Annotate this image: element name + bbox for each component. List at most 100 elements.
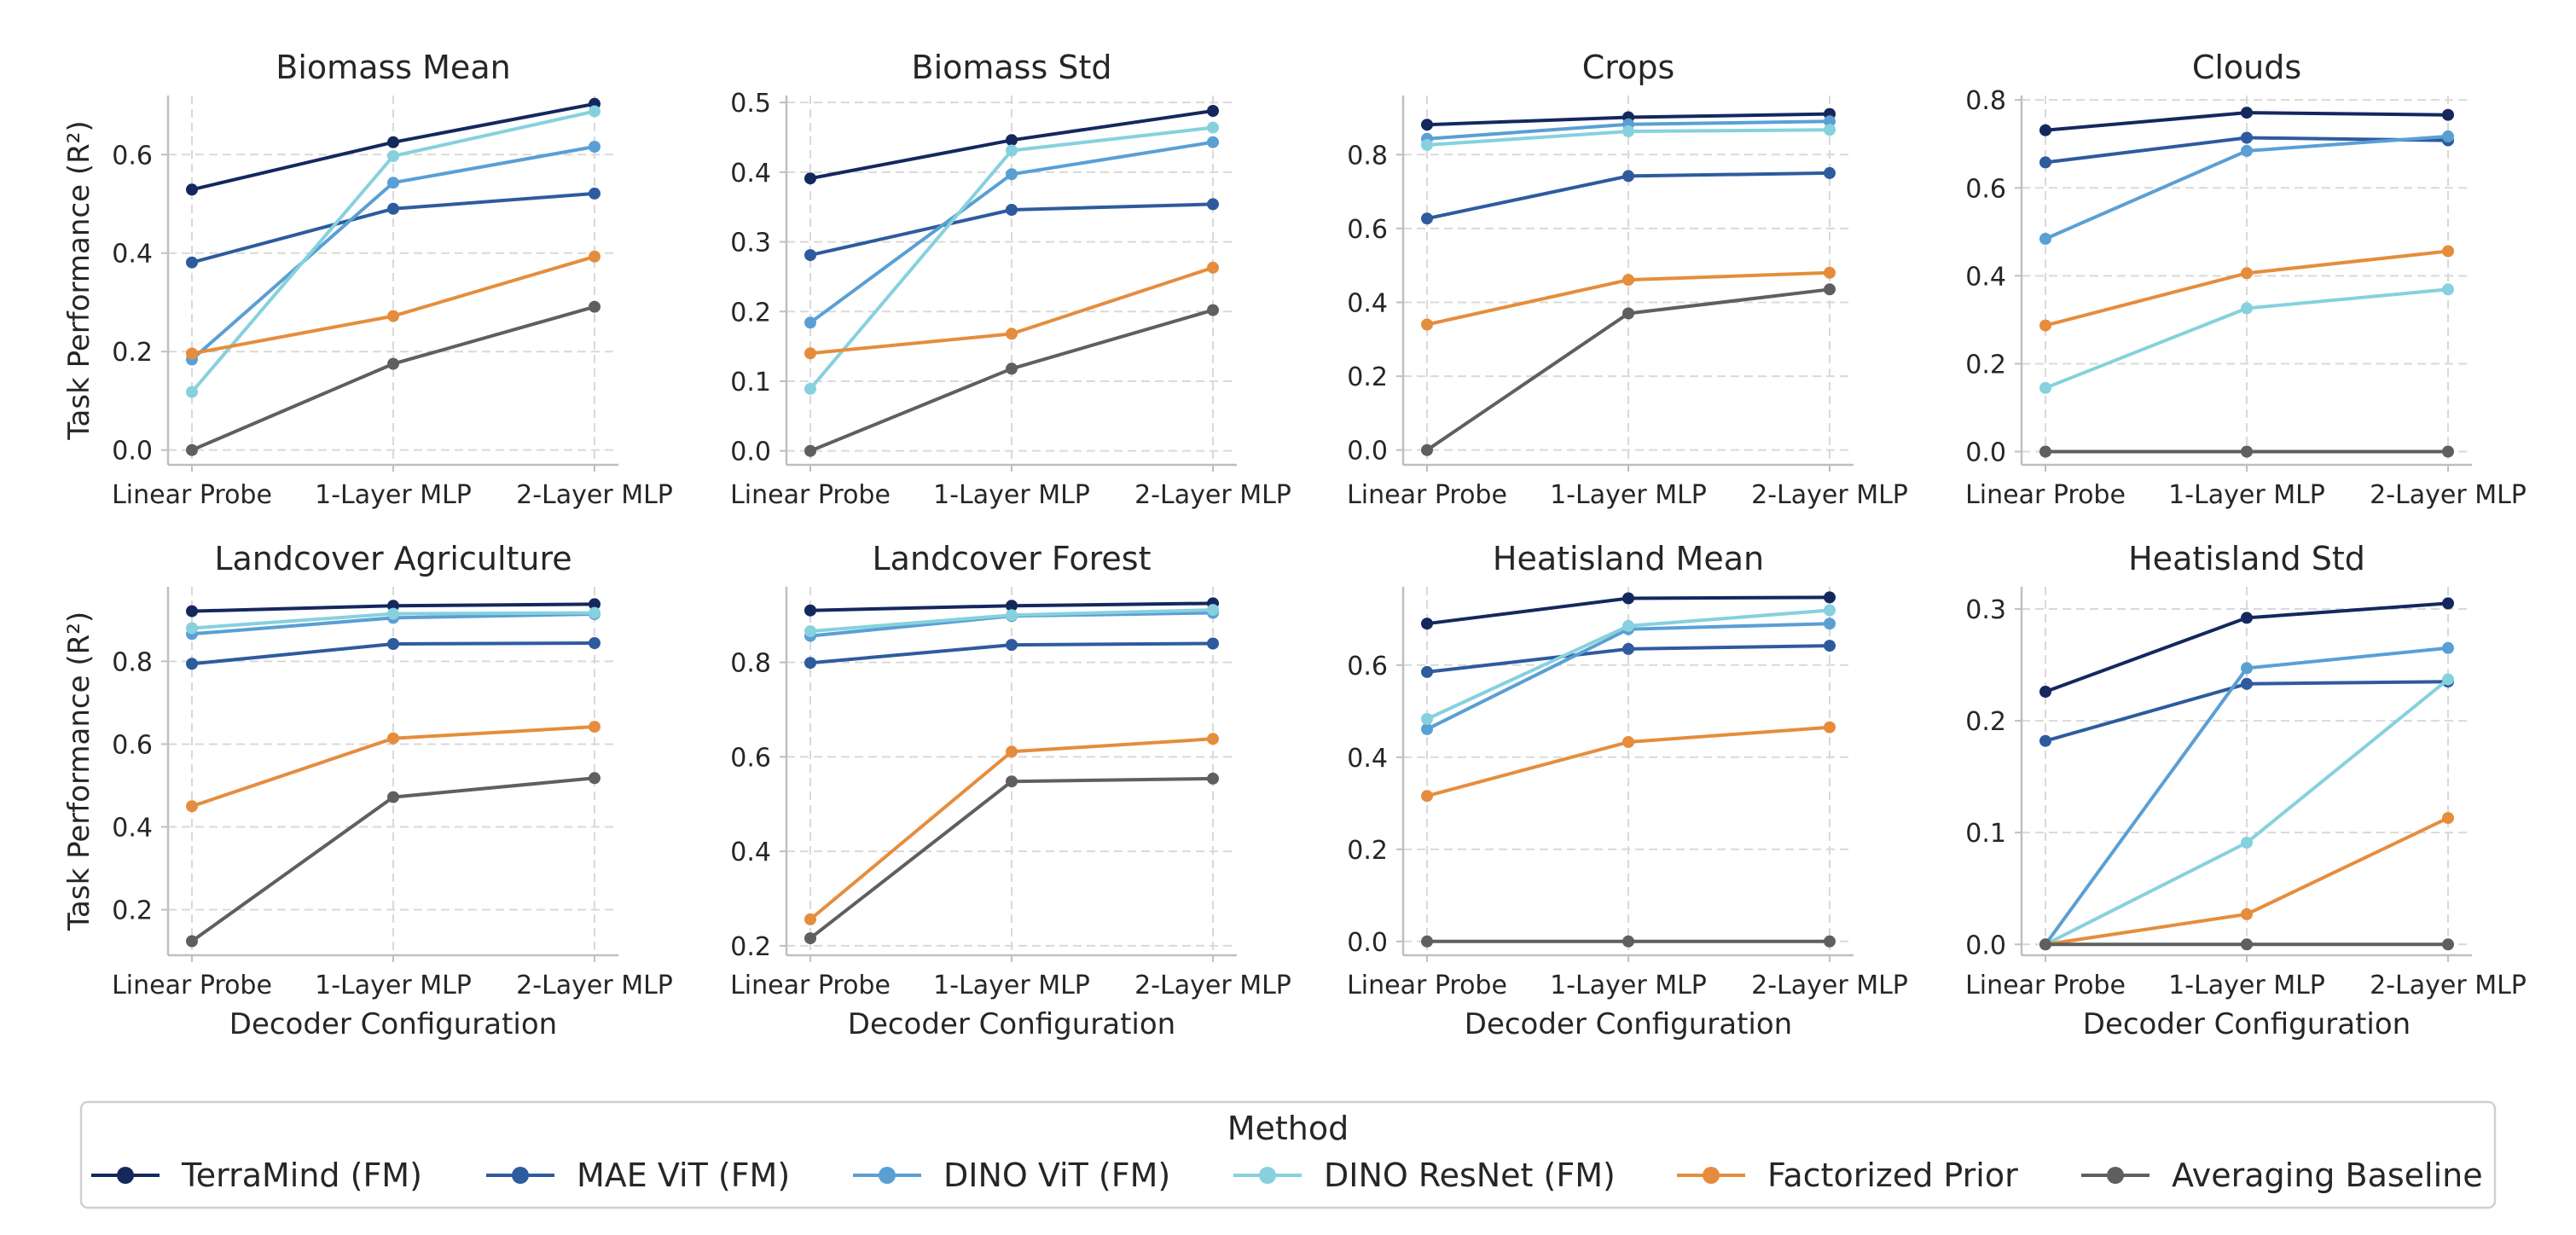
legend-entry: MAE ViT (FM) [486,1157,790,1194]
data-point [1006,609,1018,622]
data-point [186,256,198,269]
panel: 0.2 0.4 0.6 0.8 Linear Probe 1-Layer MLP 2-Lay… [62,540,673,1041]
data-point [804,913,816,925]
legend-entry: DINO ViT (FM) [853,1157,1170,1194]
data-point [1207,121,1219,134]
data-point [2442,245,2454,258]
x-tick-label: 1-Layer MLP [1550,971,1707,1000]
y-tick-label: 0.2 [112,896,153,926]
data-point [387,202,399,215]
data-point [2039,319,2051,332]
data-point [387,638,399,650]
data-point [1207,772,1219,785]
data-point [2442,108,2454,121]
panel: 0.0 0.1 0.2 0.3 0.4 0.5 Linear Probe 1-Layer ML… [730,49,1291,510]
data-point [186,800,198,813]
series-line [1421,283,1836,456]
series-line [1421,604,1836,725]
panel-title: Clouds [2192,49,2301,86]
x-tick-label: 2-Layer MLP [516,480,673,510]
x-tick-label: Linear Probe [112,971,272,1000]
data-point [2241,677,2253,690]
y-tick-label: 0.8 [112,647,153,677]
data-point [2241,662,2253,675]
x-tick-label: 1-Layer MLP [1550,480,1707,510]
x-tick-label: 1-Layer MLP [933,971,1090,1000]
legend-frame [79,1100,2497,1209]
chart-panels: 0.0 0.2 0.4 0.6 Linear Probe 1-Layer MLP 2-Lay… [62,49,2527,1041]
data-point [804,249,816,262]
panel: 0.2 0.4 0.6 0.8 Linear Probe 1-Layer MLP 2-Lay… [730,540,1291,1041]
x-tick-label: 2-Layer MLP [1134,480,1291,510]
data-point [1207,733,1219,745]
data-point [1006,775,1018,788]
legend-swatch-marker [2107,1167,2124,1184]
data-point [1824,640,1836,652]
data-point [589,721,600,733]
legend-title: Method [1227,1110,1349,1147]
data-point [1622,307,1634,320]
data-point [2442,673,2454,686]
data-point [1006,639,1018,652]
data-point [1824,115,1836,128]
data-point [1824,935,1836,948]
series-line [1421,124,1836,151]
data-point [1421,665,1433,678]
panel: 0.0 0.2 0.4 0.6 0.8 Linear Probe 1-Layer MLP 2-… [1965,49,2527,510]
series-line [804,304,1219,457]
data-point [1824,721,1836,733]
series-line [2039,107,2454,136]
data-point [186,183,198,196]
data-point [1421,444,1433,456]
series-line [186,300,600,456]
y-tick-label: 0.2 [730,932,771,962]
data-point [1006,600,1018,612]
data-point [387,357,399,370]
data-point [1006,204,1018,216]
panel-title: Biomass Mean [276,49,510,86]
data-point [2039,156,2051,169]
data-point [2442,597,2454,610]
x-tick-label: 2-Layer MLP [516,971,673,1000]
x-tick-label: Linear Probe [1347,971,1507,1000]
series-line [804,198,1219,262]
series-line [804,637,1219,670]
series-line [2039,445,2454,458]
data-point [1207,604,1219,617]
y-tick-label: 0.6 [112,141,153,171]
series-line [804,121,1219,395]
data-point [589,141,600,153]
x-tick-label: Linear Probe [730,971,891,1000]
data-point [1622,619,1634,632]
y-tick-label: 0.2 [112,338,153,368]
series-line [2039,597,2454,698]
series-line [186,105,600,398]
data-point [387,607,399,620]
data-point [1421,722,1433,735]
data-point [2442,130,2454,142]
data-point [1006,134,1018,147]
x-axis-label: Decoder Configuration [1465,1007,1792,1041]
y-tick-label: 0.2 [1347,836,1388,866]
panel-title: Landcover Forest [873,540,1152,577]
y-tick-label: 0.8 [1347,141,1388,171]
legend-label: Averaging Baseline [2172,1157,2483,1194]
series-line [1421,166,1836,225]
series-line [186,187,600,269]
y-tick-label: 0.8 [730,649,771,679]
data-point [186,347,198,360]
x-axis-label: Decoder Configuration [848,1007,1175,1041]
data-point [1421,935,1433,948]
data-point [589,250,600,263]
series-line [1421,115,1836,145]
data-point [804,316,816,329]
panel: 0.0 0.2 0.4 0.6 0.8 Linear Probe 1-Layer MLP 2-… [1347,49,1908,510]
panel-title: Heatisland Mean [1493,540,1764,577]
series-line [1421,640,1836,678]
data-point [387,732,399,745]
data-point [2241,445,2253,458]
y-tick-label: 0.1 [1965,819,2006,849]
legend-entry: TerraMind (FM) [91,1157,422,1194]
x-tick-label: 1-Layer MLP [2168,971,2325,1000]
